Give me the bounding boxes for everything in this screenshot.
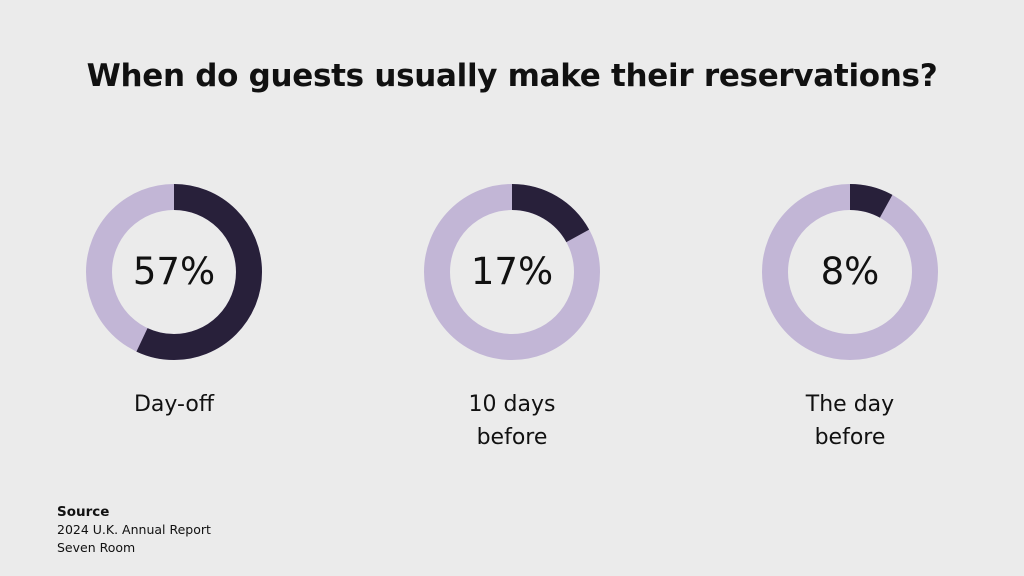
donut-chart-the-day-before: 8% — [762, 184, 938, 360]
source-line: 2024 U.K. Annual Report — [57, 522, 211, 537]
donut-value-arc — [86, 184, 262, 360]
source-line: Seven Room — [57, 540, 136, 555]
donut-ring — [86, 184, 262, 360]
donut-ring — [424, 184, 600, 360]
category-label-line: before — [814, 425, 886, 450]
donut-ring — [762, 184, 938, 360]
donut-value-label: 57% — [132, 250, 216, 293]
category-label-line: before — [476, 425, 548, 450]
donut-chart-10-days-before: 17% — [424, 184, 600, 360]
chart-title: When do guests usually make their reserv… — [86, 58, 938, 94]
category-label-line: The day — [805, 392, 895, 417]
source-note: Source 2024 U.K. Annual Report Seven Roo… — [57, 503, 211, 557]
category-label-10-days-before: 10 days before — [424, 388, 600, 454]
source-heading: Source — [57, 504, 110, 520]
donut-value-label: 17% — [470, 250, 554, 293]
donut-value-label: 8% — [820, 250, 880, 293]
donut-chart-day-off: 57% — [86, 184, 262, 360]
category-label-line: Day-off — [133, 392, 215, 417]
donut-value-arc — [762, 184, 938, 360]
category-label-day-off: Day-off — [86, 388, 262, 421]
category-label-line: 10 days — [468, 392, 556, 417]
category-label-the-day-before: The day before — [762, 388, 938, 454]
donut-value-arc — [424, 184, 600, 360]
